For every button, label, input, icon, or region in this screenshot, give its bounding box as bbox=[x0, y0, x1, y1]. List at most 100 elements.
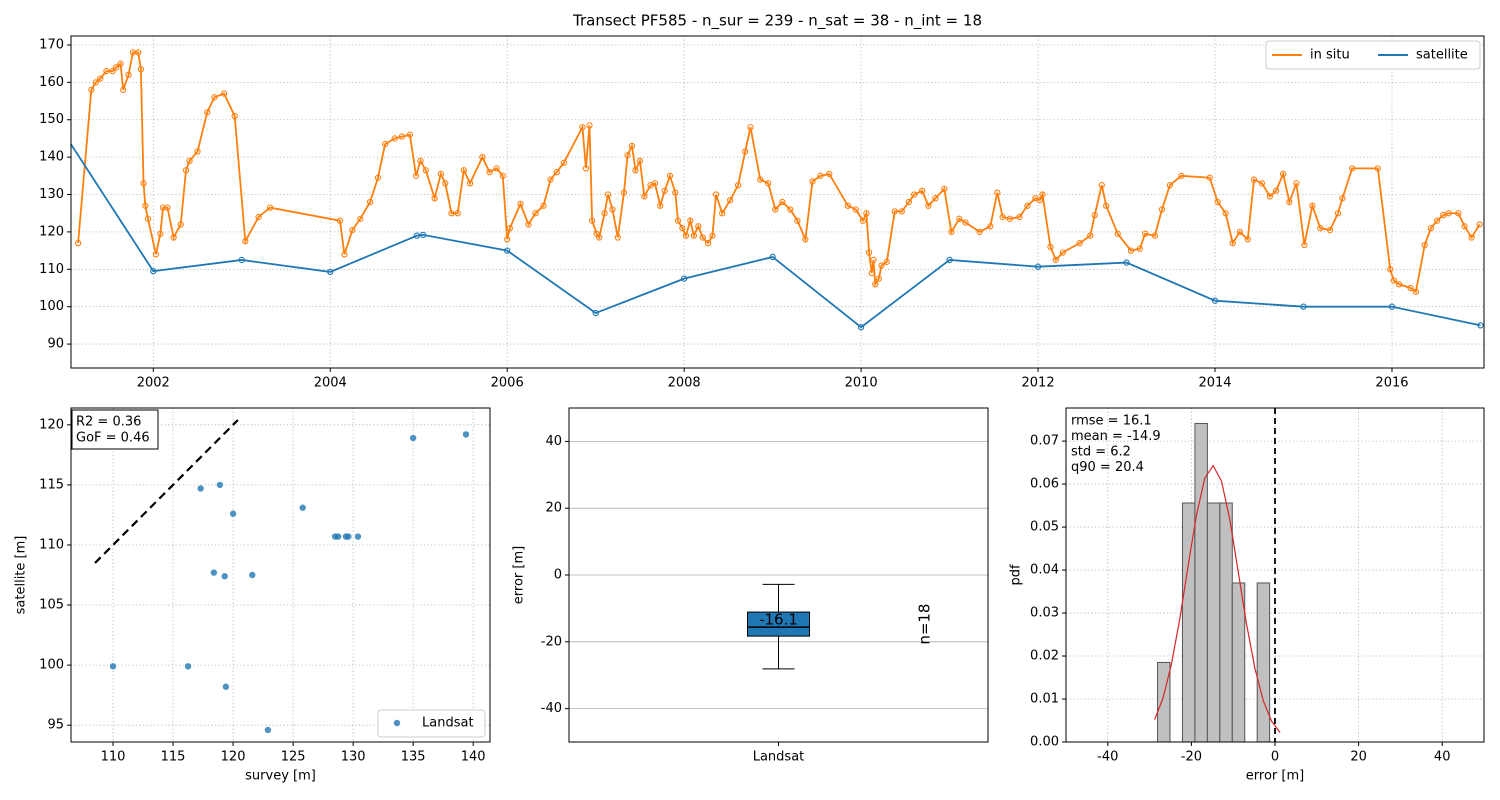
point bbox=[437, 170, 444, 178]
point bbox=[197, 485, 204, 492]
point bbox=[517, 200, 524, 208]
point bbox=[448, 210, 455, 217]
x-tick-label: 40 bbox=[1434, 750, 1451, 765]
point bbox=[1052, 256, 1059, 264]
point bbox=[712, 191, 720, 198]
point bbox=[466, 180, 474, 187]
point bbox=[1127, 247, 1135, 254]
point bbox=[398, 133, 406, 140]
x-tick-label: 2008 bbox=[668, 376, 701, 391]
point bbox=[891, 208, 898, 215]
x-tick-label: 2014 bbox=[1198, 376, 1231, 391]
point bbox=[868, 269, 875, 277]
point bbox=[919, 187, 926, 194]
point bbox=[857, 324, 865, 331]
y-tick-label: 0.06 bbox=[1030, 477, 1059, 492]
point bbox=[787, 206, 794, 213]
point bbox=[699, 234, 706, 241]
point bbox=[601, 210, 608, 217]
point bbox=[462, 431, 470, 438]
point bbox=[987, 223, 994, 230]
point bbox=[932, 195, 939, 202]
bar bbox=[1219, 502, 1233, 743]
point bbox=[506, 225, 514, 232]
point bbox=[422, 167, 429, 174]
point bbox=[636, 157, 644, 165]
point bbox=[1244, 236, 1251, 243]
reference-line bbox=[94, 419, 239, 564]
point bbox=[852, 206, 859, 213]
point bbox=[1468, 234, 1475, 241]
y-tick-label: 90 bbox=[47, 337, 64, 352]
point bbox=[1258, 180, 1266, 187]
point bbox=[1141, 230, 1149, 237]
x-tick-label: 2004 bbox=[314, 376, 347, 391]
point bbox=[674, 217, 682, 224]
point bbox=[681, 275, 688, 282]
point bbox=[341, 251, 348, 258]
point bbox=[865, 249, 873, 256]
point bbox=[1388, 303, 1396, 310]
y-tick-label: 140 bbox=[39, 150, 64, 165]
point bbox=[878, 262, 885, 269]
point bbox=[431, 195, 438, 202]
point bbox=[184, 663, 192, 670]
point bbox=[772, 206, 779, 213]
point bbox=[1326, 226, 1334, 234]
point bbox=[442, 180, 449, 187]
point bbox=[1166, 182, 1174, 189]
y-tick-label: 0.02 bbox=[1030, 649, 1059, 664]
y-axis-label: satellite [m] bbox=[14, 536, 29, 615]
annotation: std = 6.2 bbox=[1071, 445, 1131, 460]
point bbox=[632, 167, 639, 174]
point bbox=[925, 202, 932, 209]
point bbox=[1036, 196, 1043, 204]
point bbox=[238, 256, 245, 264]
y-tick-label: 0.03 bbox=[1030, 606, 1059, 621]
point bbox=[875, 275, 882, 282]
fit-curve bbox=[1154, 464, 1281, 733]
point bbox=[1158, 206, 1166, 213]
point bbox=[460, 167, 467, 174]
point bbox=[120, 86, 127, 93]
y-axis-label: error [m] bbox=[512, 546, 527, 604]
point bbox=[941, 185, 948, 193]
x-tick-label: -40 bbox=[1097, 750, 1118, 765]
y-tick-label: 130 bbox=[39, 187, 64, 202]
point bbox=[1407, 284, 1414, 292]
y-tick-label: 0.07 bbox=[1030, 434, 1059, 449]
point bbox=[742, 148, 749, 155]
point bbox=[504, 236, 511, 243]
point bbox=[504, 247, 511, 254]
point bbox=[1477, 322, 1484, 329]
point bbox=[327, 268, 334, 276]
point bbox=[222, 683, 230, 690]
point bbox=[357, 215, 364, 222]
point bbox=[651, 180, 659, 187]
point bbox=[641, 193, 648, 200]
point bbox=[1390, 277, 1397, 284]
point bbox=[211, 94, 218, 101]
point bbox=[579, 124, 586, 131]
point bbox=[1412, 288, 1420, 295]
x-tick-label: 115 bbox=[161, 750, 186, 765]
point bbox=[1339, 195, 1346, 202]
legend-box bbox=[1265, 40, 1481, 70]
point bbox=[486, 168, 493, 176]
point bbox=[255, 213, 262, 221]
point bbox=[614, 234, 621, 241]
point bbox=[374, 174, 382, 181]
point bbox=[142, 202, 149, 209]
point bbox=[679, 225, 686, 232]
point bbox=[553, 168, 560, 176]
point bbox=[588, 217, 596, 224]
point bbox=[1006, 215, 1013, 222]
point bbox=[1387, 266, 1394, 273]
point bbox=[719, 210, 726, 217]
point bbox=[560, 159, 567, 166]
point bbox=[1374, 165, 1381, 172]
bar bbox=[1256, 582, 1271, 743]
point bbox=[1266, 193, 1274, 200]
point bbox=[391, 135, 398, 142]
